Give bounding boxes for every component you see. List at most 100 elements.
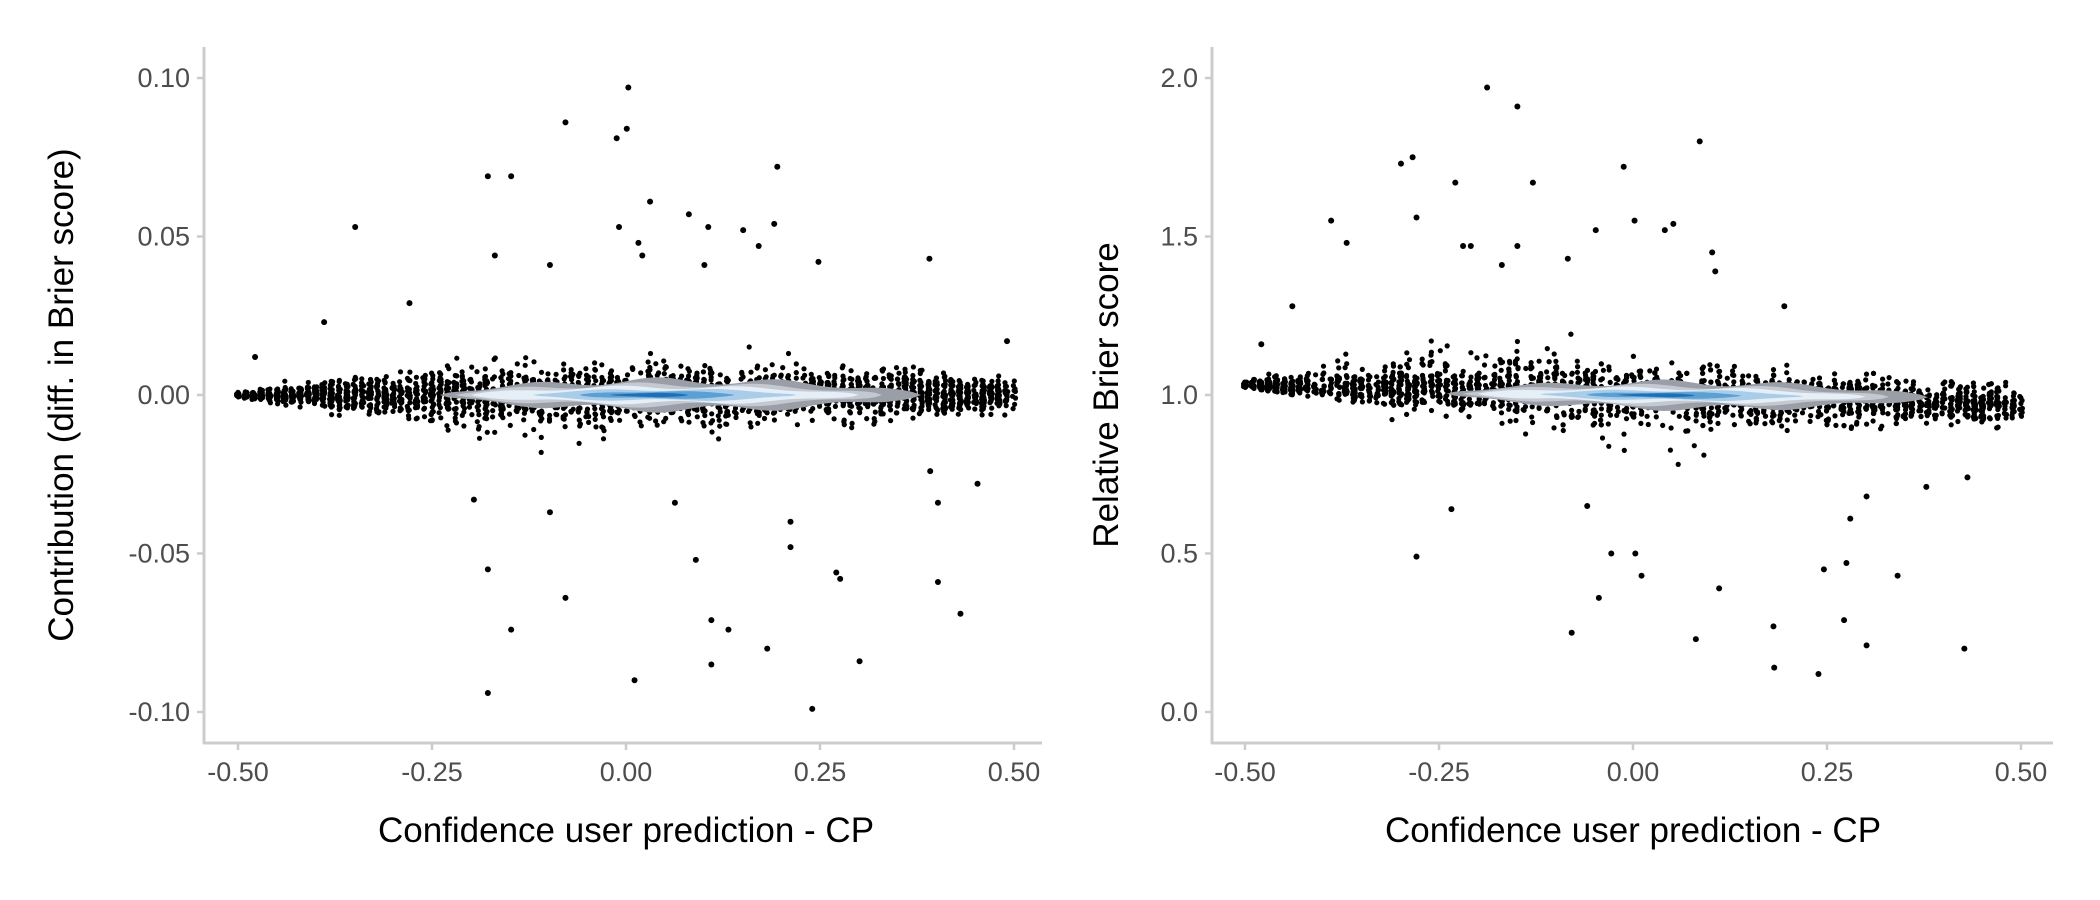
scatter-point [848, 381, 854, 387]
scatter-point [413, 374, 419, 380]
scatter-point [568, 373, 574, 379]
scatter-point [1994, 413, 2000, 419]
scatter-point [1560, 422, 1566, 428]
scatter-point [1621, 447, 1627, 453]
scatter-point [955, 411, 961, 417]
scatter-point [700, 369, 707, 375]
scatter-point [1512, 361, 1519, 367]
scatter-point-outlier [491, 252, 498, 259]
scatter-point [902, 385, 909, 391]
scatter-point [632, 413, 638, 419]
scatter-point [546, 416, 553, 422]
scatter-point [397, 369, 404, 375]
scatter-point [1957, 384, 1963, 390]
scatter-point [849, 420, 855, 426]
scatter-point [1412, 379, 1418, 386]
scatter-point [1731, 422, 1737, 428]
scatter-point [592, 406, 598, 412]
scatter-point [477, 381, 483, 387]
left-y-axis-title: Contribution (diff. in Brier score) [42, 148, 81, 641]
scatter-point [1343, 351, 1349, 357]
scatter-point [1693, 410, 1699, 416]
scatter-point-outlier [631, 677, 638, 684]
scatter-point [1520, 407, 1526, 413]
scatter-point [940, 393, 946, 399]
scatter-point [1784, 362, 1790, 368]
scatter-point-outlier [252, 353, 259, 360]
scatter-point [452, 415, 458, 421]
scatter-point [1717, 368, 1723, 374]
scatter-point [350, 404, 357, 410]
scatter-point [1940, 381, 1946, 387]
scatter-point [1422, 388, 1428, 394]
scatter-point [825, 379, 831, 386]
scatter-point [1925, 387, 1931, 393]
scatter-point [910, 398, 916, 404]
scatter-point [468, 379, 474, 385]
scatter-point [716, 436, 722, 442]
scatter-point-outlier [508, 173, 515, 180]
scatter-point-outlier [639, 252, 646, 259]
scatter-point [1583, 377, 1589, 383]
scatter-point [707, 365, 713, 371]
scatter-point [1437, 394, 1443, 400]
scatter-point [576, 440, 582, 446]
scatter-point [429, 370, 435, 376]
scatter-point [888, 376, 894, 382]
scatter-point [896, 370, 902, 376]
left-x-tick-label: -0.50 [207, 757, 269, 787]
scatter-point [686, 419, 692, 425]
scatter-point [392, 387, 398, 393]
scatter-point [785, 374, 791, 380]
scatter-point [832, 403, 839, 409]
scatter-point [1893, 420, 1899, 427]
scatter-point [1404, 350, 1410, 356]
scatter-point [390, 408, 396, 414]
scatter-point [934, 411, 940, 417]
scatter-point-outlier [1004, 338, 1011, 345]
scatter-point [1676, 413, 1682, 419]
scatter-point [685, 412, 692, 418]
scatter-point [1544, 346, 1550, 352]
scatter-point [1506, 402, 1512, 408]
scatter-point [592, 416, 598, 422]
scatter-point [979, 412, 985, 418]
scatter-point [1799, 410, 1806, 416]
scatter-point [1784, 417, 1790, 423]
scatter-point [1574, 358, 1580, 364]
scatter-point [1715, 379, 1721, 386]
scatter-point [1739, 406, 1745, 412]
scatter-point [1569, 371, 1575, 377]
scatter-point [1923, 420, 1930, 426]
scatter-point [1335, 358, 1341, 364]
scatter-point [599, 424, 605, 430]
scatter-point [1880, 376, 1886, 382]
scatter-point [1434, 370, 1441, 377]
scatter-point [1600, 367, 1606, 373]
scatter-point [391, 401, 398, 407]
scatter-point [498, 407, 504, 413]
scatter-point [1647, 368, 1653, 374]
scatter-point [454, 355, 460, 361]
scatter-point [910, 372, 916, 379]
scatter-point [1552, 376, 1558, 382]
scatter-point [375, 400, 381, 406]
scatter-point [1769, 418, 1775, 425]
scatter-point [1675, 461, 1681, 467]
scatter-point [576, 417, 582, 423]
scatter-point [577, 405, 583, 411]
scatter-point [1428, 338, 1434, 344]
left-y-tick-label: -0.05 [128, 539, 190, 569]
scatter-point [701, 376, 707, 382]
scatter-point [661, 358, 667, 364]
scatter-point [934, 379, 940, 386]
scatter-point [1854, 421, 1860, 427]
scatter-point [1575, 364, 1581, 370]
scatter-point [531, 359, 537, 365]
scatter-point [1740, 373, 1746, 379]
scatter-point [537, 411, 543, 417]
scatter-point [600, 408, 607, 414]
scatter-point [443, 401, 449, 407]
scatter-point-outlier [809, 705, 816, 712]
scatter-point [647, 350, 654, 357]
